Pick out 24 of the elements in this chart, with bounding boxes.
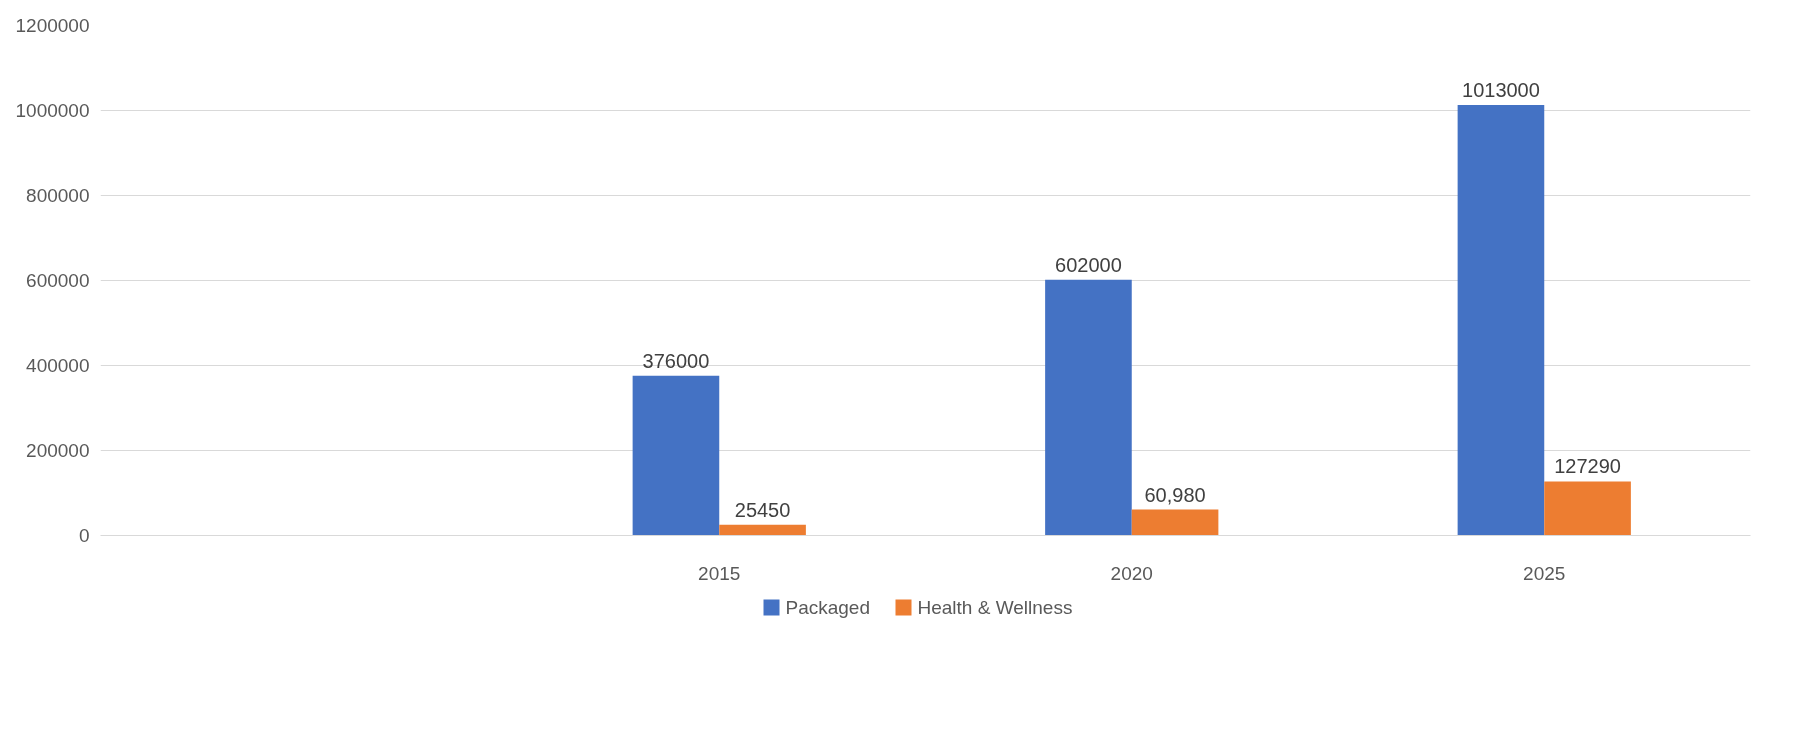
bar [719,524,806,536]
data-label: 127290 [1554,455,1621,478]
bar [632,375,720,536]
bar [1457,104,1545,536]
data-label: 1013000 [1462,78,1540,101]
y-tick-label: 400000 [26,355,90,376]
y-tick-label: 200000 [26,440,90,461]
bar [1045,279,1132,536]
legend-label: Health & Wellness [917,597,1073,618]
x-tick-label: 2025 [1523,562,1566,584]
data-label: 60,980 [1144,483,1206,506]
legend-label: Packaged [785,597,871,618]
y-tick-label: 600000 [26,270,90,291]
data-label: 25450 [734,498,791,521]
data-label: 602000 [1055,253,1122,276]
y-tick-label: 800000 [26,185,90,206]
bar [1544,481,1631,536]
y-tick-label: 0 [78,525,90,546]
y-tick-label: 1200000 [15,15,90,36]
x-tick-label: 2015 [698,562,741,584]
y-tick-label: 1000000 [15,100,90,121]
bar [1131,509,1219,536]
data-label: 376000 [642,349,710,372]
x-tick-label: 2020 [1110,562,1153,584]
